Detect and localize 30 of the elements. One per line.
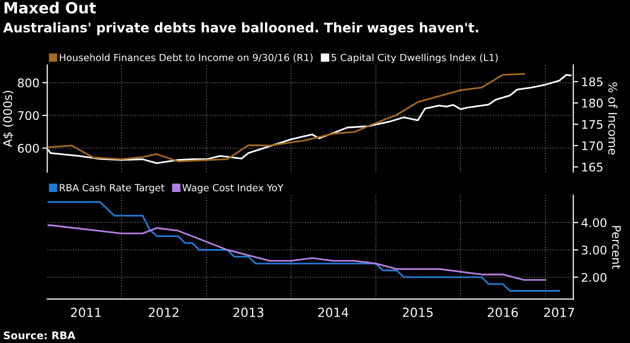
line-series — [48, 201, 560, 292]
y2-tick-label: 180 — [582, 98, 603, 108]
legend-label: Household Finances Debt to Income on 9/30/16 (R1) — [60, 54, 313, 62]
line-series — [48, 224, 546, 281]
legend-label: RBA Cash Rate Target — [60, 184, 164, 194]
x-tick-label: 2013 — [233, 308, 264, 318]
source-note: Source: RBA — [4, 331, 76, 340]
y-tick-label: 700 — [18, 111, 39, 120]
x-tick-label: 2012 — [148, 308, 178, 318]
y2-tick-label: 165 — [582, 162, 602, 172]
x-tick-label: 2014 — [318, 308, 348, 318]
y-tick-label: 800 — [18, 78, 39, 88]
y2-tick-label: 3.00 — [582, 246, 606, 255]
chart-subtitle: Australians' private debts have ballooned. Their wages haven't. — [3, 22, 478, 36]
y2-axis-title: Percent — [612, 226, 621, 270]
y2-tick-label: 2.00 — [582, 272, 606, 282]
y2-tick-label: 185 — [582, 77, 602, 86]
x-tick-label: 2016 — [488, 308, 518, 318]
y2-tick-label: 170 — [582, 141, 603, 150]
legend-label: Wage Cost Index YoY — [182, 184, 284, 194]
y2-tick-label: 4.00 — [582, 218, 606, 228]
x-tick-label: 2015 — [402, 308, 433, 318]
y-axis-title: A$ (000s) — [2, 90, 14, 148]
x-tick-label: 2011 — [71, 308, 101, 318]
x-tick-label: 2017 — [544, 308, 574, 318]
y2-tick-label: 175 — [582, 120, 602, 129]
legend-label: 5 Capital City Dwellings Index (L1) — [332, 54, 498, 64]
chart-title: Maxed Out — [4, 2, 96, 14]
y-tick-label: 600 — [18, 144, 39, 153]
y2-axis-title: % of Income — [608, 82, 618, 155]
